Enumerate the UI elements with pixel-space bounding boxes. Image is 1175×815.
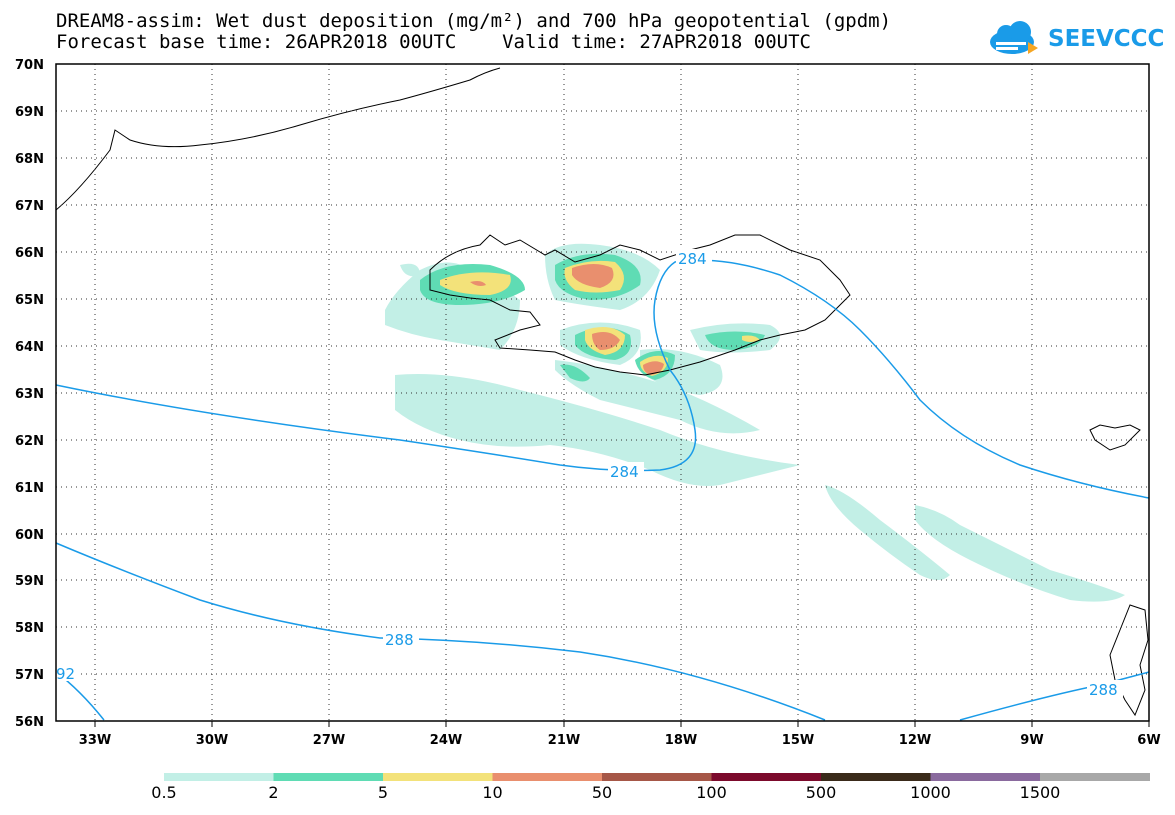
seevccc-logo: SEEVCCC bbox=[988, 20, 1164, 58]
lat-label: 59N bbox=[15, 574, 44, 589]
lat-label: 67N bbox=[15, 199, 44, 214]
colorbar-label: 100 bbox=[696, 783, 727, 802]
colorbar-label: 2 bbox=[268, 783, 279, 802]
contour-labels: 284 284 288 288 92 bbox=[55, 249, 1123, 699]
lat-label: 58N bbox=[15, 621, 44, 636]
lat-label: 56N bbox=[15, 715, 44, 730]
cloud-icon bbox=[990, 21, 1038, 54]
contour-label: 284 bbox=[678, 250, 707, 268]
lon-label: 12W bbox=[899, 733, 931, 748]
lat-label: 61N bbox=[15, 481, 44, 496]
lat-label: 57N bbox=[15, 668, 44, 683]
colorbar-swatch bbox=[383, 773, 493, 781]
lat-label: 62N bbox=[15, 434, 44, 449]
grid-lines bbox=[56, 64, 1149, 721]
lon-label: 18W bbox=[665, 733, 697, 748]
lon-label: 15W bbox=[782, 733, 814, 748]
colorbar-swatch bbox=[492, 773, 603, 781]
lon-label: 21W bbox=[548, 733, 580, 748]
lat-label: 63N bbox=[15, 387, 44, 402]
axis-ticks bbox=[94, 721, 1150, 727]
chart-title: DREAM8-assim: Wet dust deposition (mg/m²… bbox=[56, 10, 892, 32]
colorbar-label: 500 bbox=[805, 783, 837, 802]
lon-labels: 33W 30W 27W 24W 21W 18W 15W 12W 9W 6W bbox=[79, 733, 1161, 748]
colorbar-label: 0.5 bbox=[151, 783, 177, 802]
colorbar bbox=[164, 773, 1150, 781]
contour-label: 284 bbox=[610, 463, 639, 481]
chart-subtitle: Forecast base time: 26APR2018 00UTC Vali… bbox=[56, 31, 811, 53]
coastlines bbox=[55, 67, 1149, 717]
lat-label: 69N bbox=[15, 105, 44, 120]
lon-label: 9W bbox=[1020, 733, 1043, 748]
colorbar-swatch bbox=[164, 773, 274, 781]
dust-shading bbox=[385, 243, 1125, 602]
lon-label: 27W bbox=[313, 733, 345, 748]
contour-label: 288 bbox=[1089, 681, 1118, 699]
colorbar-swatch bbox=[273, 773, 384, 781]
colorbar-label: 50 bbox=[591, 783, 613, 802]
colorbar-label: 1000 bbox=[910, 783, 951, 802]
colorbar-swatch bbox=[821, 773, 931, 781]
lon-label: 6W bbox=[1137, 733, 1160, 748]
contour-label: 92 bbox=[56, 665, 75, 683]
colorbar-swatch bbox=[711, 773, 822, 781]
lat-label: 70N bbox=[15, 58, 44, 73]
map-frame bbox=[55, 63, 1150, 722]
lat-label: 66N bbox=[15, 246, 44, 261]
colorbar-label: 10 bbox=[482, 783, 503, 802]
lon-label: 33W bbox=[79, 733, 111, 748]
lat-label: 68N bbox=[15, 152, 44, 167]
lon-label: 24W bbox=[430, 733, 462, 748]
lat-label: 64N bbox=[15, 340, 44, 355]
colorbar-label: 1500 bbox=[1019, 783, 1061, 802]
lat-label: 60N bbox=[15, 528, 44, 543]
lat-label: 65N bbox=[15, 293, 44, 308]
lon-label: 30W bbox=[196, 733, 228, 748]
colorbar-swatch bbox=[1040, 773, 1150, 781]
contour-label: 288 bbox=[385, 631, 414, 649]
logo-text: SEEVCCC bbox=[1048, 26, 1165, 52]
colorbar-swatch bbox=[930, 773, 1041, 781]
colorbar-label: 5 bbox=[377, 783, 389, 802]
colorbar-swatch bbox=[602, 773, 712, 781]
lat-labels: 70N 69N 68N 67N 66N 65N 64N 63N 62N 61N … bbox=[15, 58, 44, 730]
